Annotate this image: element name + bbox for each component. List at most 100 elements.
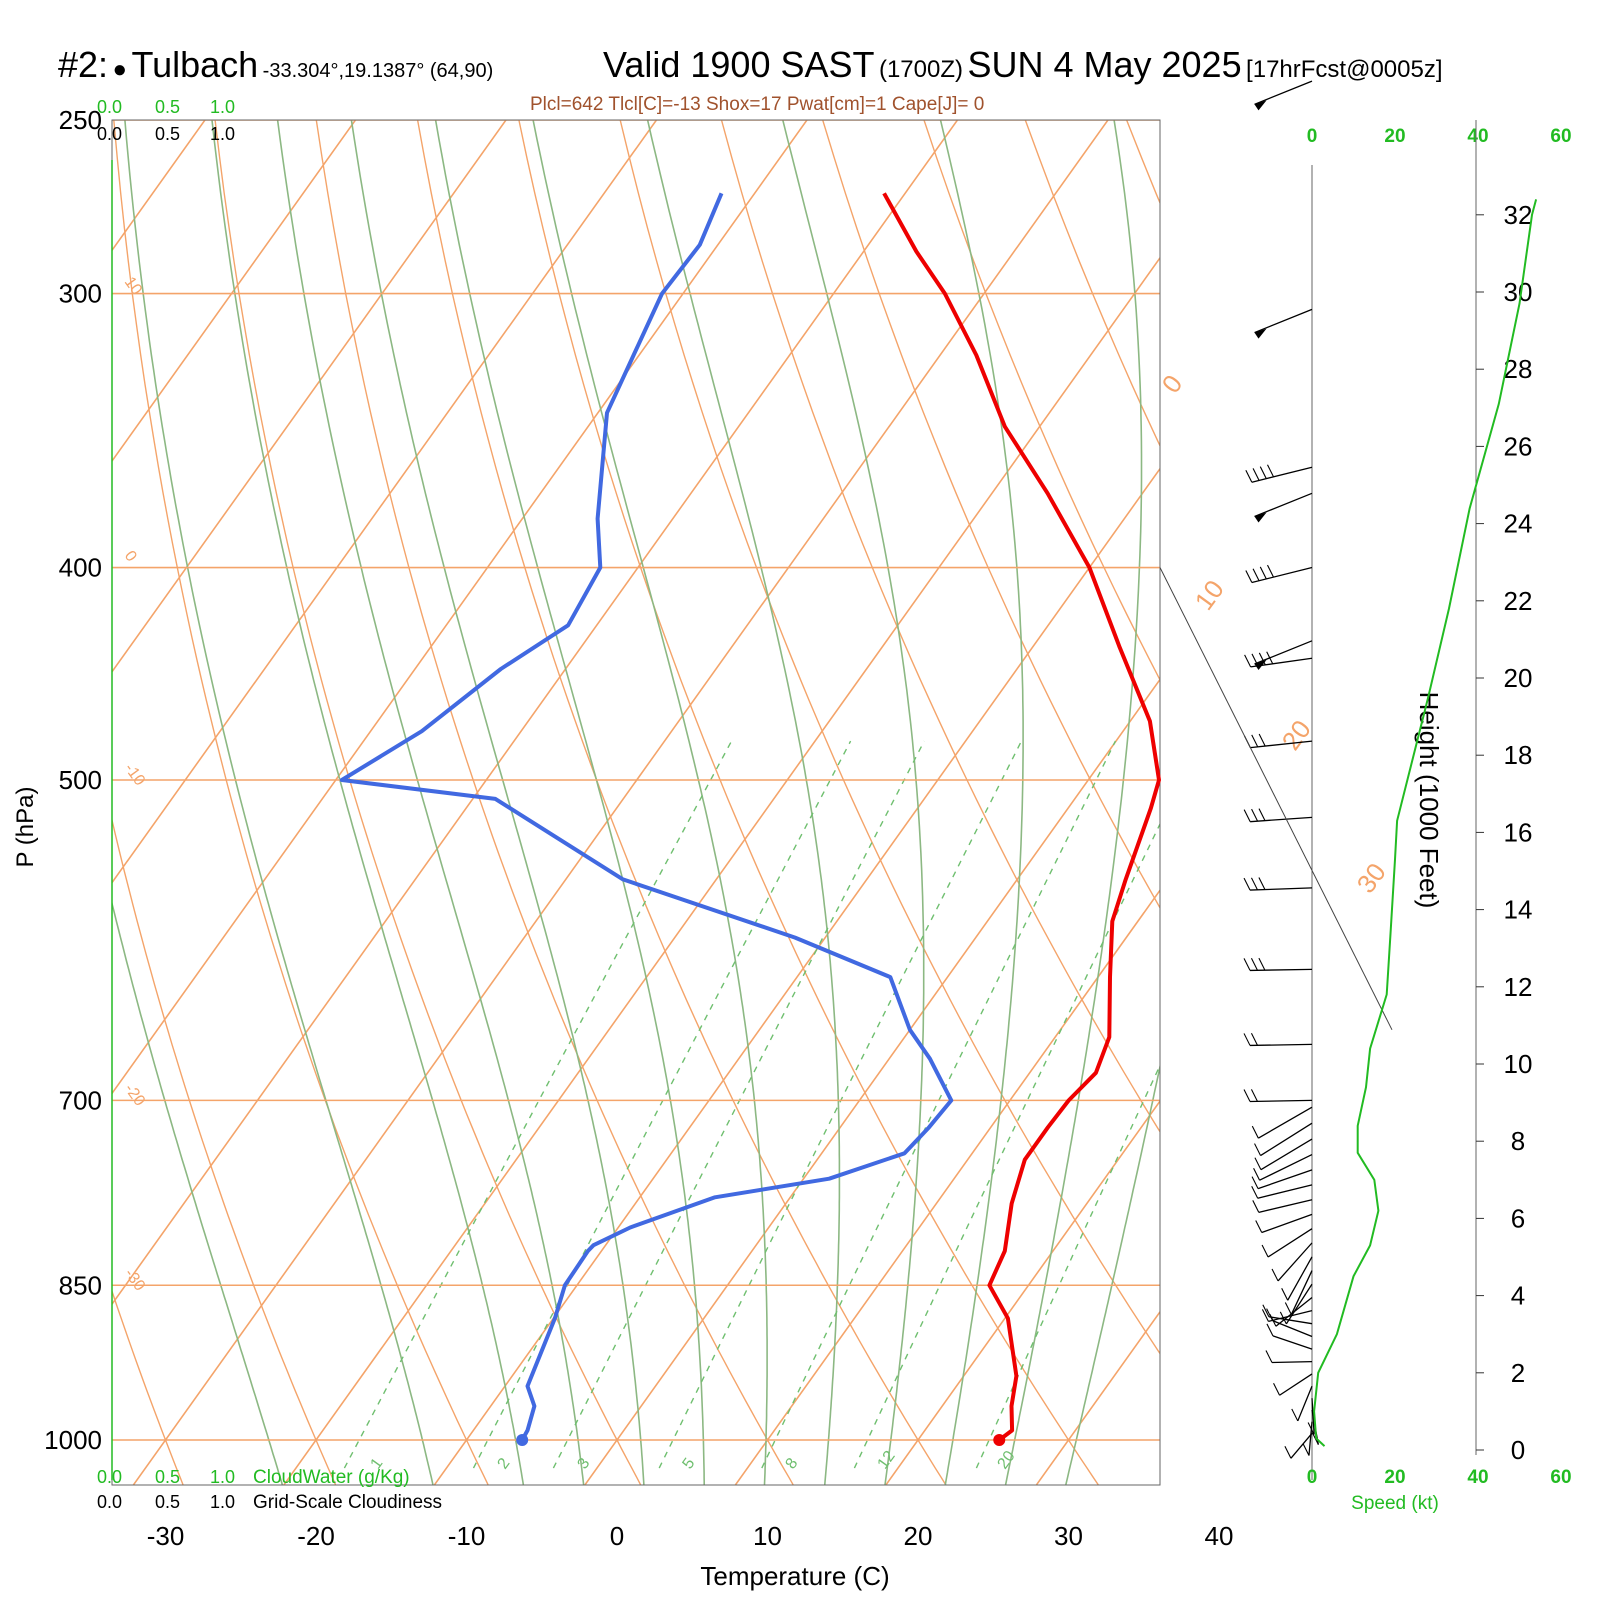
wind-barb xyxy=(1265,1350,1313,1364)
pressure-tick-label: 400 xyxy=(59,553,102,583)
isotherm-line xyxy=(132,120,1109,1485)
wind-barb-feather xyxy=(1259,466,1267,479)
moist-adiabat xyxy=(276,120,585,1485)
speed-tick-bottom: 0 xyxy=(1307,1467,1318,1488)
moist-adiabat xyxy=(350,120,645,1485)
pressure-tick-label: 500 xyxy=(59,765,102,795)
wind-barb xyxy=(1253,1153,1313,1181)
wind-barb-feather xyxy=(1258,957,1266,971)
wind-barb xyxy=(1243,1033,1313,1047)
isotherm-line xyxy=(734,888,1160,1485)
wind-barb-staff xyxy=(1279,1373,1313,1396)
wind-barb xyxy=(1262,1304,1313,1325)
wind-barb xyxy=(1273,1373,1313,1396)
isotherm-line xyxy=(112,120,206,252)
isotherm-label: -10 xyxy=(121,760,148,789)
speed-tick-top: 60 xyxy=(1550,126,1571,147)
isotherm-label: -20 xyxy=(121,1081,148,1110)
plot-frame xyxy=(111,119,1161,1486)
mixing-ratio-line xyxy=(761,740,1117,1469)
wind-barb-feather xyxy=(1251,1185,1259,1199)
wind-barb-staff xyxy=(1267,1228,1313,1258)
wind-barb-feather xyxy=(1243,1033,1251,1046)
wind-barb-staff xyxy=(1254,492,1313,518)
wind-barb xyxy=(1284,1270,1313,1315)
wind-barb-staff xyxy=(1250,657,1313,668)
cloudiness-tick-bottom: 0.0 xyxy=(97,1492,122,1512)
wind-barb-staff xyxy=(1254,308,1313,334)
height-axis-title: Height (1000 Feet) xyxy=(1414,692,1444,909)
pressure-tick-label: 1000 xyxy=(44,1425,102,1455)
wind-barb-feather xyxy=(1267,564,1274,578)
y-axis-title: P (hPa) xyxy=(12,787,39,868)
forecast-info: [17hrFcst@0005z] xyxy=(1246,56,1443,83)
temperature-tick-label: 40 xyxy=(1205,1521,1234,1551)
speed-tick-bottom: 20 xyxy=(1384,1467,1405,1488)
speed-axis-title: Speed (kt) xyxy=(1351,1493,1439,1514)
wind-barb-feather xyxy=(1254,1143,1262,1156)
isotherm-label: 0 xyxy=(121,548,140,565)
wind-barb-feather xyxy=(1266,651,1274,665)
cloudiness-tick-top: 0.5 xyxy=(155,124,180,144)
wind-barb-staff xyxy=(1250,887,1313,891)
speed-tick-bottom: 40 xyxy=(1467,1467,1488,1488)
wind-barb xyxy=(1245,464,1313,483)
wind-barb-feather xyxy=(1266,1308,1274,1321)
isotherm-line xyxy=(282,256,1160,1485)
cloud-water-tick-top: 1.0 xyxy=(210,97,235,117)
height-tick-label: 14 xyxy=(1504,895,1533,925)
dry-adiabat xyxy=(619,120,1160,1355)
valid-date: SUN 4 May 2025 xyxy=(967,44,1242,85)
wind-barb-feather xyxy=(1265,1350,1273,1363)
mixing-ratio-label: 3 xyxy=(574,1455,593,1472)
height-tick-label: 2 xyxy=(1511,1358,1525,1388)
wind-barb xyxy=(1291,1385,1313,1422)
dry-adiabat xyxy=(112,817,337,1485)
moist-adiabat xyxy=(1004,120,1143,1485)
wind-barb-staff xyxy=(1258,1199,1313,1213)
wind-barb-feather xyxy=(1255,1220,1263,1233)
isotherm-label: 30 xyxy=(1351,857,1392,898)
cloud-water-tick-top: 0.5 xyxy=(155,97,180,117)
wind-barb xyxy=(1251,1106,1313,1139)
height-tick-label: 6 xyxy=(1511,1203,1525,1233)
speed-tick-top: 20 xyxy=(1384,126,1405,147)
isotherm-line xyxy=(1186,81,1600,1486)
wind-barb-feather xyxy=(1243,877,1251,891)
zulu-time: (1700Z) xyxy=(878,56,963,83)
wind-barb xyxy=(1243,808,1313,823)
isotherm-label: -30 xyxy=(121,1266,148,1295)
dry-adiabat xyxy=(0,81,31,1486)
wind-barb-staff xyxy=(1259,1153,1313,1181)
dry-adiabat xyxy=(113,120,489,1485)
mixing-ratio-label: 20 xyxy=(994,1448,1018,1472)
dry-adiabat xyxy=(1312,81,1600,1486)
wind-barb-staff xyxy=(1271,1360,1313,1364)
valid-header: Valid 1900 SAST (1700Z) SUN 4 May 2025 [… xyxy=(603,44,1443,86)
wind-barb-staff xyxy=(1254,80,1313,105)
wind-barb xyxy=(1261,1228,1313,1258)
height-tick-label: 8 xyxy=(1511,1126,1525,1156)
moist-adiabat xyxy=(939,120,1024,1485)
moist-adiabat xyxy=(646,120,841,1485)
cloud-water-title: CloudWater (g/Kg) xyxy=(253,1467,410,1488)
height-tick-label: 18 xyxy=(1504,740,1533,770)
mixing-ratio-label: 8 xyxy=(782,1455,801,1472)
mixing-ratio-label: 2 xyxy=(494,1455,513,1472)
plot-area xyxy=(0,81,1600,1486)
station-bullet: ● xyxy=(112,56,128,83)
speed-tick-top: 40 xyxy=(1467,126,1488,147)
wind-barb-feather xyxy=(1245,469,1253,483)
isotherm-line xyxy=(112,120,507,674)
wind-barb-feather xyxy=(1252,568,1260,581)
wind-barb xyxy=(1266,1308,1313,1338)
wind-barb-staff xyxy=(1260,1138,1313,1171)
wind-barb-feather xyxy=(1250,877,1258,891)
wind-barb xyxy=(1255,1213,1313,1234)
wind-barb-staff xyxy=(1249,968,1313,972)
wind-barb-feather xyxy=(1258,652,1266,666)
wind-barb-staff xyxy=(1254,640,1313,665)
station-header: #2: ● Tulbach -33.304°,19.1387° (64,90) xyxy=(58,44,493,86)
pressure-tick-label: 850 xyxy=(59,1270,102,1300)
dry-adiabat xyxy=(923,120,1160,682)
